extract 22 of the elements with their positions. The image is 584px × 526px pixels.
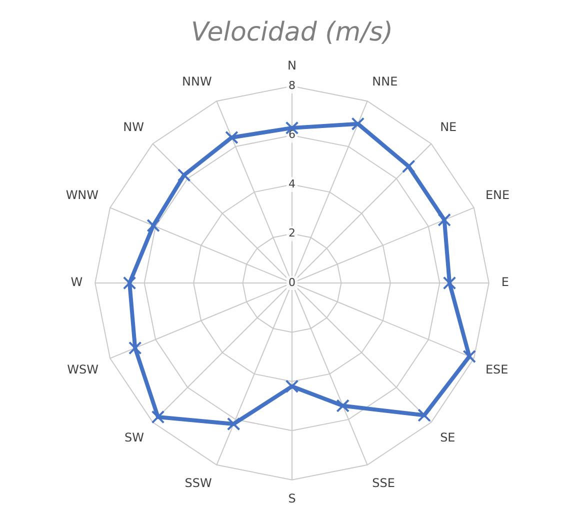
spoke-label: N bbox=[288, 58, 296, 73]
y-tick-label: 8 bbox=[288, 78, 296, 92]
spoke-label: NNE bbox=[372, 74, 398, 88]
y-tick-label: 0 bbox=[288, 276, 296, 289]
spoke-label: NNW bbox=[182, 74, 212, 88]
chart-title: Velocidad (m/s) bbox=[190, 17, 394, 48]
spoke-label: WNW bbox=[66, 188, 99, 202]
spoke-label: ENE bbox=[485, 188, 510, 202]
spoke-label: SSW bbox=[184, 476, 212, 490]
spoke-label: SE bbox=[440, 430, 456, 444]
spoke-label: SW bbox=[124, 430, 144, 444]
spoke-label: S bbox=[288, 492, 296, 506]
spoke-label: SSE bbox=[372, 476, 395, 490]
spoke-label: WSW bbox=[67, 362, 99, 376]
spoke-label: ESE bbox=[485, 362, 508, 376]
spoke-label: W bbox=[70, 275, 83, 290]
spoke-label: NE bbox=[440, 120, 457, 134]
spoke-label: NW bbox=[123, 120, 144, 134]
y-tick-label: 2 bbox=[288, 226, 296, 240]
y-tick-label: 4 bbox=[288, 177, 296, 190]
y-tick-label: 6 bbox=[288, 128, 296, 142]
spoke-label: E bbox=[501, 275, 509, 290]
